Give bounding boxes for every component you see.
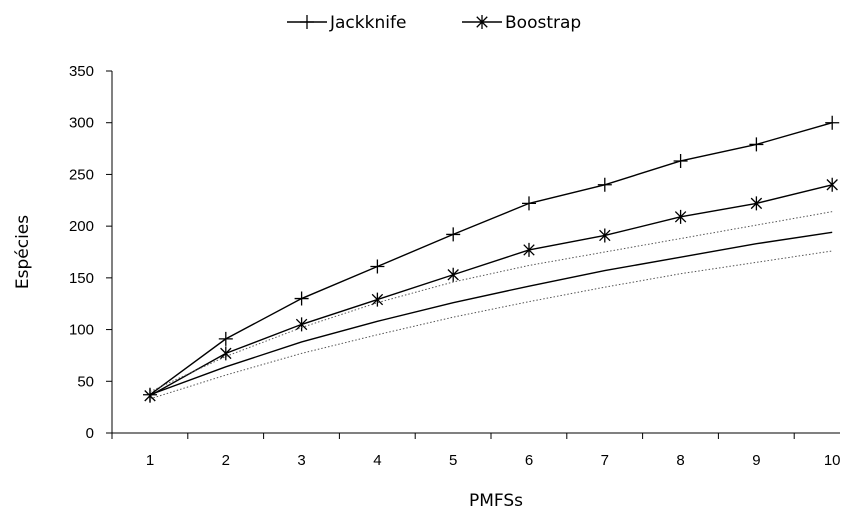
y-tick-label: 150 (69, 270, 94, 287)
x-tick-label: 4 (373, 452, 381, 469)
x-tick-label: 2 (222, 452, 230, 469)
axes: 0 50 100 150 200 250 300 350 1 2 3 4 5 6 7 8 9 10 (69, 63, 841, 469)
y-tick-label: 350 (69, 63, 94, 80)
legend-label: Jackknife (329, 13, 406, 33)
series-3 (149, 211, 833, 393)
data-point-marker (749, 137, 764, 152)
data-point-marker (673, 153, 688, 168)
data-point-marker (599, 228, 611, 243)
series-2 (149, 231, 833, 396)
data-point-marker (218, 331, 233, 346)
data-point-marker (144, 388, 156, 403)
legend: Jackknife Boostrap (287, 13, 581, 33)
y-tick-label: 100 (69, 322, 94, 339)
legend-swatch-marker (476, 15, 488, 29)
legend-item: Jackknife (287, 13, 406, 33)
y-tick-label: 300 (69, 115, 94, 132)
legend-item: Boostrap (462, 13, 581, 33)
data-point-marker (447, 267, 459, 282)
data-point-marker (674, 209, 687, 224)
data-point-marker (370, 259, 385, 274)
y-tick-label: 50 (77, 373, 94, 390)
series-1 (144, 177, 838, 403)
data-point-marker (446, 227, 461, 242)
data-point-marker (750, 196, 763, 211)
series-line (149, 122, 833, 396)
data-point-marker (597, 177, 612, 192)
x-tick-label: 5 (449, 452, 457, 469)
series-0 (143, 115, 840, 402)
x-axis-title: PMFSs (469, 491, 523, 511)
x-tick-label: 1 (146, 452, 154, 469)
series-line (149, 184, 833, 397)
x-tick-label: 7 (601, 452, 609, 469)
data-point-marker (220, 346, 232, 361)
legend-label: Boostrap (505, 13, 581, 33)
x-tick-label: 10 (824, 452, 841, 469)
data-point-marker (371, 292, 384, 307)
data-point-marker (826, 177, 838, 192)
series-layer (143, 115, 840, 403)
x-tick-label: 3 (297, 452, 305, 469)
data-point-marker (522, 196, 536, 211)
x-tick-label: 8 (676, 452, 684, 469)
y-axis-title: Espécies (13, 215, 33, 289)
legend-swatch-marker (300, 15, 314, 29)
data-point-marker (294, 291, 309, 306)
data-point-marker (825, 115, 840, 130)
series-line (149, 231, 833, 396)
data-point-marker (295, 317, 308, 332)
y-tick-label: 250 (69, 166, 94, 183)
x-tick-label: 9 (752, 452, 760, 469)
series-line (149, 211, 833, 393)
y-tick-label: 200 (69, 218, 94, 235)
data-point-marker (523, 242, 535, 257)
y-tick-label: 0 (86, 425, 94, 442)
x-tick-label: 6 (525, 452, 533, 469)
